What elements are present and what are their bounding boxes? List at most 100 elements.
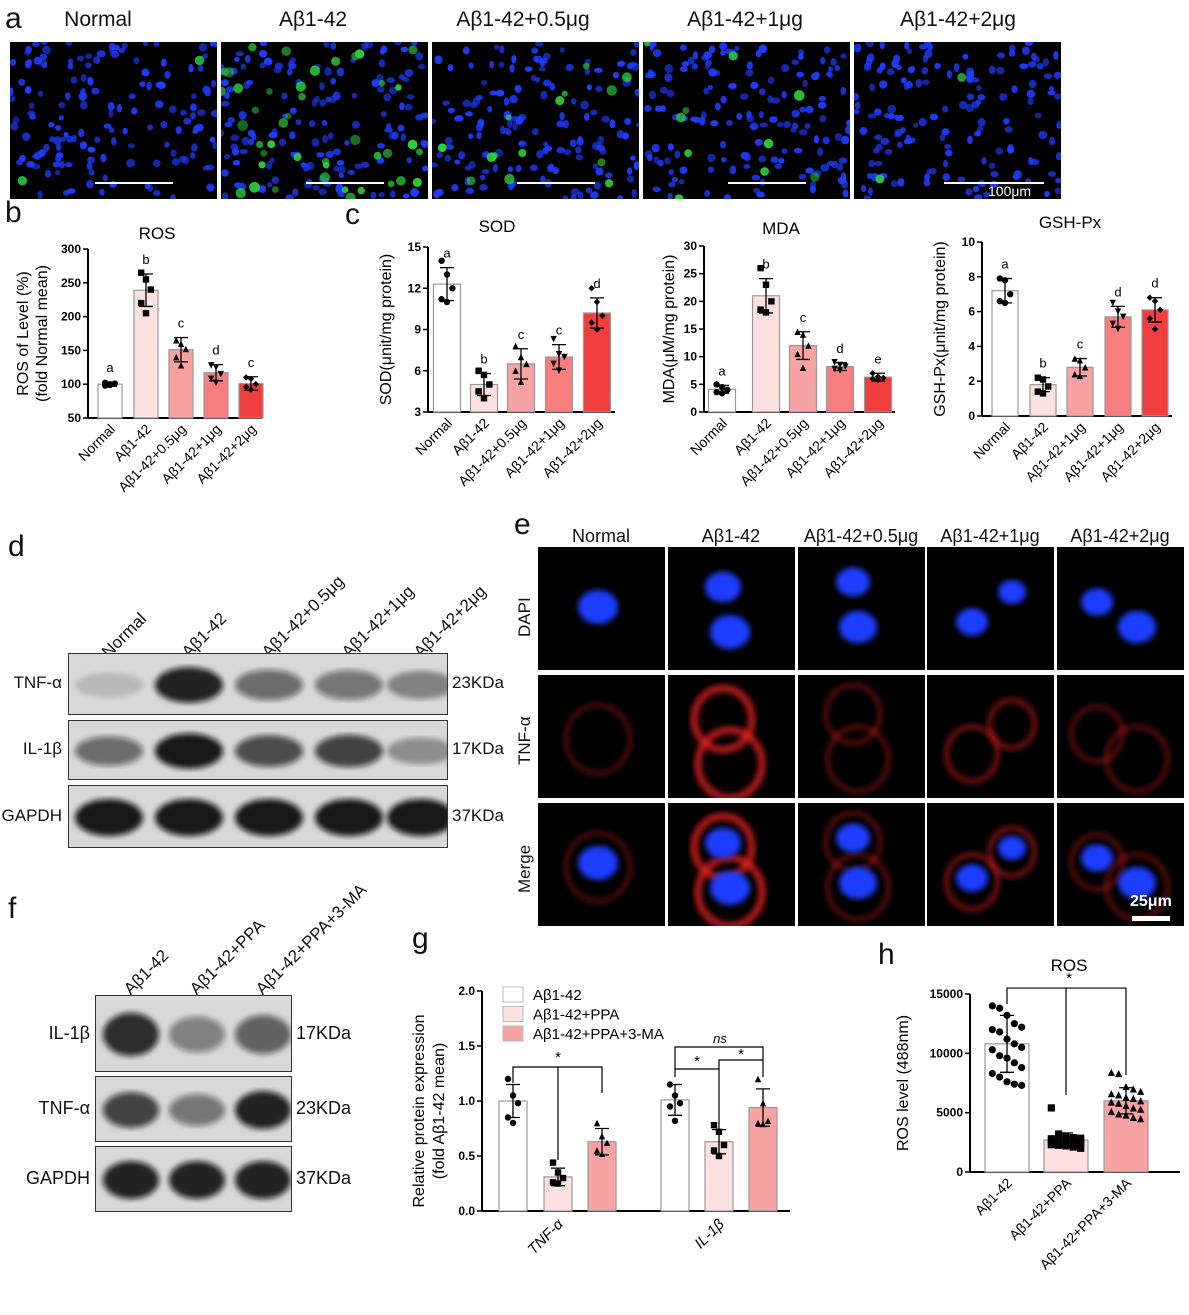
- data-point: [449, 285, 456, 292]
- data-point: [1122, 1111, 1130, 1119]
- bar: [991, 290, 1019, 417]
- data-point: [1047, 1141, 1055, 1149]
- chart-mda: MDA MDA(μM/mg protein) 0 5 10 15 20 25 30 a Normal…: [661, 219, 895, 489]
- y-tick-label: 250: [61, 276, 81, 290]
- legend-label: Aβ1-42+PPA+3-MA: [533, 1026, 664, 1043]
- error-bar: [1148, 297, 1162, 323]
- significance-letter: e: [874, 351, 881, 366]
- micrograph: [643, 42, 850, 199]
- data-point: [504, 1075, 512, 1083]
- x-tick-label: Normal: [687, 415, 730, 458]
- blot-strip: [68, 720, 448, 780]
- y-tick-label: 6: [968, 305, 975, 319]
- blot-kda-label: 23KDa: [296, 1098, 352, 1118]
- data-point: [1120, 313, 1127, 321]
- y-axis-label: Relative protein expression: [411, 1015, 428, 1208]
- fluorescence-image: [538, 547, 665, 670]
- error-bar: [668, 1083, 682, 1116]
- data-point: [147, 286, 154, 293]
- data-point: [1010, 1059, 1018, 1067]
- y-axis-label: GSH-Px(μnit/mg protein): [932, 241, 949, 416]
- bar: [97, 383, 123, 419]
- band: [235, 798, 303, 837]
- band: [103, 1092, 159, 1128]
- panel-e-header: Aβ1-42+2μg: [1070, 526, 1170, 546]
- data-point: [252, 381, 259, 388]
- data-point: [142, 310, 150, 317]
- data-point: [1115, 1110, 1123, 1118]
- significance-letter: d: [1114, 284, 1121, 299]
- y-tick-label: 3: [414, 405, 421, 419]
- y-tick-label: 15: [684, 322, 698, 336]
- micrograph: [854, 42, 1061, 199]
- data-point: [1010, 1020, 1018, 1028]
- band: [169, 1016, 225, 1053]
- data-point: [880, 374, 887, 381]
- y-tick-label: 12: [408, 281, 422, 295]
- data-point: [1077, 1140, 1085, 1148]
- data-point: [842, 363, 849, 370]
- bar: [825, 366, 855, 413]
- y-tick-label: 1.5: [458, 1039, 475, 1053]
- fluorescence-image: [1057, 803, 1184, 926]
- data-point: [1055, 1141, 1063, 1149]
- band: [387, 670, 447, 700]
- data-point: [243, 383, 250, 391]
- data-point: [1047, 1104, 1055, 1112]
- fluorescence-image: [538, 803, 665, 926]
- error-bar: [1036, 377, 1050, 393]
- panel-e-header: Aβ1-42+0.5μg: [803, 526, 919, 546]
- y-tick-label: 25: [684, 267, 698, 281]
- blot-row-label: GAPDH: [25, 1168, 90, 1188]
- y-axis-label: SOD(μnit/mg protein): [378, 254, 395, 405]
- data-point: [1010, 1040, 1018, 1048]
- y-tick-label: 0: [968, 409, 975, 423]
- chart-g: Relative protein expression (fold Aβ1-42 …: [411, 984, 790, 1258]
- band: [155, 667, 223, 703]
- error-bar: [103, 381, 117, 387]
- significance-letter: c: [1077, 337, 1084, 352]
- data-point: [1137, 1087, 1145, 1095]
- y-tick-label: 2.0: [458, 984, 475, 998]
- data-point: [1137, 1097, 1145, 1105]
- legend-label: Aβ1-42: [533, 987, 582, 1004]
- panel-a-header: Aβ1-42: [278, 8, 348, 31]
- chart-title: ROS: [139, 224, 176, 243]
- band: [235, 1090, 291, 1130]
- data-point: [559, 1174, 567, 1182]
- data-point: [549, 1159, 557, 1166]
- panel-e-header: Aβ1-42+1μg: [940, 526, 1040, 546]
- blot-kda-label: 37KDa: [452, 805, 504, 825]
- error-bar: [139, 273, 153, 308]
- y-tick-label: 6: [414, 364, 421, 378]
- band: [315, 734, 383, 768]
- y-tick-label: 300: [61, 242, 81, 256]
- x-tick-label: TNF-α: [525, 1216, 568, 1259]
- scale-bar-label: 25μm: [1130, 893, 1172, 910]
- blot-row-label: IL-1β: [48, 1022, 90, 1043]
- significance-letter: b: [1039, 356, 1046, 371]
- panel-e-row-label: Merge: [515, 844, 534, 893]
- significance-letter: c: [248, 355, 255, 370]
- panel-label-h: h: [878, 938, 895, 971]
- data-point: [1129, 1085, 1137, 1093]
- y-tick-label: 50: [68, 411, 82, 425]
- data-point: [588, 319, 595, 326]
- error-bar: [833, 362, 847, 372]
- data-point: [1109, 299, 1116, 307]
- micrograph: [432, 42, 639, 199]
- legend-swatch: [502, 1025, 524, 1042]
- data-point: [561, 353, 568, 361]
- data-point: [523, 360, 530, 368]
- error-bar: [440, 266, 454, 302]
- y-tick-label: 15000: [930, 987, 964, 1001]
- x-tick-label: Normal: [75, 421, 118, 464]
- data-point: [486, 381, 493, 388]
- significance-letter: c: [518, 327, 525, 342]
- data-point: [173, 337, 180, 344]
- error-bar: [477, 372, 491, 397]
- micrograph: [221, 42, 428, 199]
- fluorescence-image: [927, 675, 1054, 798]
- data-point: [475, 367, 482, 374]
